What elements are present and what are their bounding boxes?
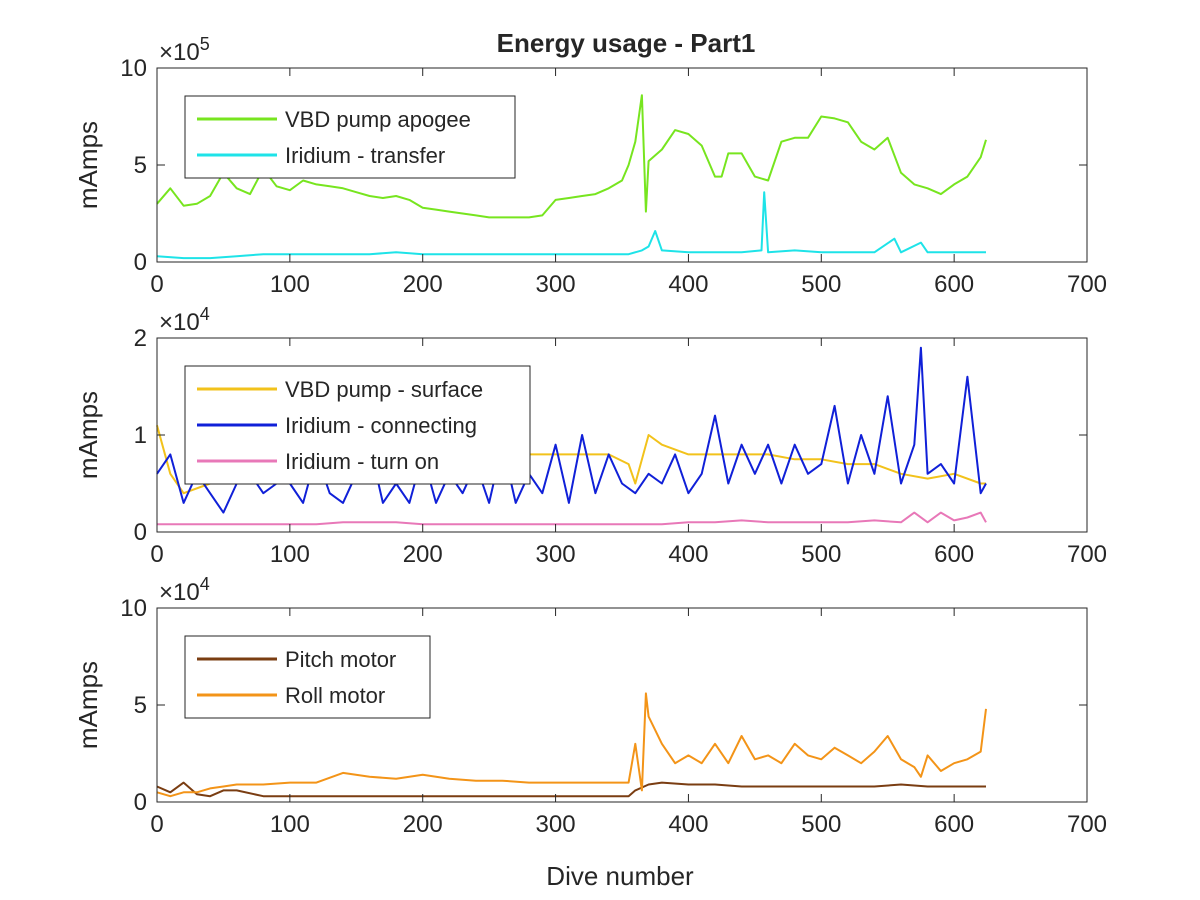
y-tick-label: 1 (134, 422, 147, 449)
x-tick-label: 0 (150, 271, 163, 298)
series-line-3-2 (156, 692, 987, 798)
x-tick-label: 400 (668, 271, 708, 298)
legend-entry-label: Pitch motor (285, 647, 396, 672)
subplot-3: 0 100 200 300 400 500 600 700 0 5 10 ×104 mAmps Pitch… (73, 574, 1107, 838)
x-tick-label: 100 (270, 811, 310, 838)
series-line-2-2 (156, 346, 987, 514)
y-exponent-label: ×104 (159, 304, 210, 336)
y-tick-label: 10 (120, 55, 147, 82)
series-line-3-1 (156, 781, 986, 798)
x-tick-label: 600 (934, 811, 974, 838)
x-tick-label: 700 (1067, 271, 1107, 298)
x-tick-label: 700 (1067, 541, 1107, 568)
legend-entry-label: Iridium - turn on (285, 449, 439, 474)
y-exponent-label: ×104 (159, 574, 210, 606)
legend: VBD pump apogee Iridium - transfer (184, 95, 516, 179)
x-tick-label: 700 (1067, 811, 1107, 838)
y-axis-label: mAmps (73, 391, 103, 479)
y-tick-label: 0 (134, 789, 147, 816)
subplot-2: 0 100 200 300 400 500 600 700 0 1 2 ×104 mAmps VBD pu… (73, 304, 1107, 568)
x-tick-label: 100 (270, 541, 310, 568)
subplot-1: 0 100 200 300 400 500 600 700 0 5 10 ×105 mAmps VBD p… (73, 34, 1107, 298)
x-tick-label: 400 (668, 541, 708, 568)
legend-entry-label: Roll motor (285, 683, 385, 708)
x-axis-label: Dive number (546, 861, 694, 891)
y-tick-label: 0 (134, 249, 147, 276)
x-tick-label: 100 (270, 271, 310, 298)
x-tick-label: 200 (403, 811, 443, 838)
legend-entry-label: Iridium - connecting (285, 413, 477, 438)
legend-box (184, 95, 516, 179)
legend-box (184, 635, 431, 719)
y-tick-label: 2 (134, 325, 147, 352)
x-tick-label: 0 (150, 541, 163, 568)
x-tick-label: 500 (801, 271, 841, 298)
x-tick-label: 200 (403, 541, 443, 568)
legend: Pitch motor Roll motor (184, 635, 431, 719)
x-tick-label: 300 (536, 271, 576, 298)
x-tick-label: 500 (801, 811, 841, 838)
series-line-1-1 (156, 94, 987, 219)
legend-entry-label: VBD pump - surface (285, 377, 483, 402)
x-tick-label: 600 (934, 271, 974, 298)
y-tick-label: 5 (134, 152, 147, 179)
y-tick-label: 10 (120, 595, 147, 622)
figure-title: Energy usage - Part1 (497, 28, 756, 58)
x-tick-label: 0 (150, 811, 163, 838)
legend-entry-label: Iridium - transfer (285, 143, 445, 168)
x-tick-label: 600 (934, 541, 974, 568)
y-axis-label: mAmps (73, 661, 103, 749)
y-tick-label: 0 (134, 519, 147, 546)
series-line-2-3 (157, 511, 987, 526)
x-tick-label: 300 (536, 541, 576, 568)
y-exponent-label: ×105 (159, 34, 210, 66)
y-tick-label: 5 (134, 692, 147, 719)
x-tick-label: 400 (668, 811, 708, 838)
series-line-1-2 (156, 191, 986, 260)
y-axis-label: mAmps (73, 121, 103, 209)
x-tick-label: 500 (801, 541, 841, 568)
x-tick-label: 300 (536, 811, 576, 838)
x-tick-label: 200 (403, 271, 443, 298)
legend: VBD pump - surface Iridium - connecting Ir… (184, 365, 531, 485)
legend-entry-label: VBD pump apogee (285, 107, 471, 132)
